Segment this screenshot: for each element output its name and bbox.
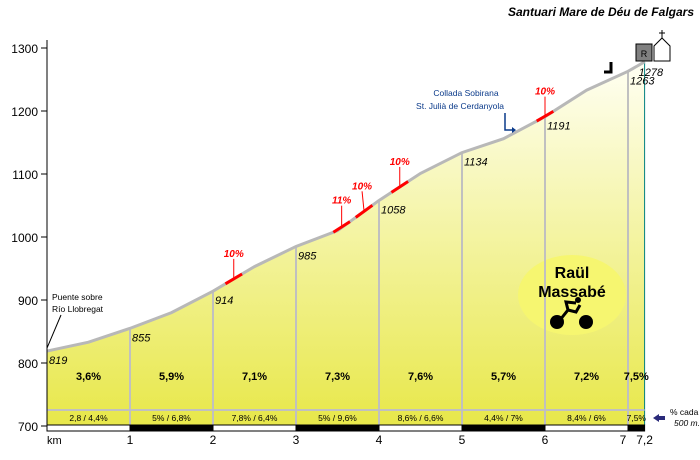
x-tick-label: 6 bbox=[542, 433, 549, 447]
km-gradient-label: 7,5% bbox=[624, 371, 649, 383]
elevation-label: 1134 bbox=[464, 157, 488, 169]
half-km-gradient-label: 8,6% / 6,6% bbox=[398, 413, 444, 423]
km-gradient-label: 7,1% bbox=[242, 371, 267, 383]
x-tick-label: 4 bbox=[376, 433, 383, 447]
km-scale-segment bbox=[129, 424, 214, 432]
km-gradient-label: 7,2% bbox=[574, 371, 599, 383]
km-scale-segment bbox=[295, 424, 380, 432]
half-km-gradient-label: 4,4% / 7% bbox=[484, 413, 523, 423]
km-gradient-label: 3,6% bbox=[76, 371, 101, 383]
chart-title: Santuari Mare de Déu de Falgars bbox=[508, 5, 694, 19]
elevation-label: 985 bbox=[298, 250, 317, 262]
km-gradient-label: 5,9% bbox=[159, 371, 184, 383]
pass-label-2: St. Julià de Cerdanyola bbox=[416, 101, 504, 111]
y-tick-label: 800 bbox=[18, 357, 38, 371]
x-tick-label: 5 bbox=[459, 433, 466, 447]
elevation-label: 1191 bbox=[547, 121, 571, 133]
half-km-gradient-label: 8,4% / 6% bbox=[567, 413, 606, 423]
y-tick-label: 1300 bbox=[11, 42, 38, 56]
author-name-line2: Massabé bbox=[538, 284, 606, 301]
cyclist-head-icon bbox=[575, 297, 581, 303]
pass-arrow-icon bbox=[504, 113, 512, 131]
refuge-icon bbox=[635, 43, 653, 62]
steep-section-label: 10% bbox=[535, 87, 555, 98]
start-pointer bbox=[46, 314, 62, 349]
elevation-label: 855 bbox=[132, 332, 151, 344]
km-scale-segment bbox=[378, 424, 463, 432]
km-gradient-label: 7,6% bbox=[408, 371, 433, 383]
x-axis-label: km bbox=[47, 435, 62, 447]
km-scale-segment bbox=[212, 424, 297, 432]
steep-section-label: 10% bbox=[352, 181, 372, 192]
start-label-2: Río Llobregat bbox=[52, 304, 104, 314]
steep-section-label: 10% bbox=[224, 249, 244, 260]
church-cross-icon bbox=[659, 30, 665, 38]
elevation-label: 914 bbox=[215, 295, 233, 307]
x-tick-label: 7,2 bbox=[636, 433, 653, 447]
km-scale-segment bbox=[461, 424, 546, 432]
refuge-icon-letter: R bbox=[641, 49, 648, 59]
y-tick-label: 1200 bbox=[11, 105, 38, 119]
elevation-label: 1058 bbox=[381, 204, 406, 216]
cyclist-icon bbox=[558, 300, 582, 321]
steep-section-pointer bbox=[361, 191, 365, 212]
y-tick-label: 1100 bbox=[12, 168, 38, 182]
start-label-1: Puente sobre bbox=[52, 292, 103, 302]
pass-label-1: Collada Sobirana bbox=[433, 88, 498, 98]
half-km-gradient-label: 2,8 / 4,4% bbox=[69, 413, 108, 423]
steep-section-label: 10% bbox=[390, 157, 410, 168]
half-km-gradient-label: 5% / 9,6% bbox=[318, 413, 357, 423]
km-scale-segment bbox=[627, 424, 646, 432]
church-icon bbox=[653, 37, 671, 62]
legend-arrow-icon bbox=[653, 414, 665, 422]
x-tick-label: 3 bbox=[293, 433, 300, 447]
half-km-gradient-label: 7,8% / 6,4% bbox=[232, 413, 278, 423]
x-tick-label: 7 bbox=[620, 433, 627, 447]
x-tick-label: 1 bbox=[127, 433, 134, 447]
bike-wheel-icon bbox=[579, 315, 593, 329]
legend-label-2: 500 m. bbox=[674, 418, 700, 428]
km-gradient-label: 7,3% bbox=[325, 371, 350, 383]
y-tick-label: 700 bbox=[18, 420, 38, 434]
steep-section-label: 11% bbox=[332, 196, 351, 207]
pass-arrow-head-icon bbox=[512, 127, 516, 133]
elevation-label: 819 bbox=[49, 355, 67, 367]
half-km-gradient-label: 7,5% bbox=[627, 413, 647, 423]
x-tick-label: 2 bbox=[210, 433, 217, 447]
km-gradient-label: 5,7% bbox=[491, 371, 516, 383]
hairpin-icon bbox=[604, 62, 613, 74]
author-name-line1: Raül bbox=[555, 265, 590, 282]
km-scale-segment bbox=[544, 424, 629, 432]
elevation-label: 1263 bbox=[630, 75, 655, 87]
y-tick-label: 900 bbox=[18, 294, 38, 308]
elevation-label: 1278 bbox=[639, 67, 664, 79]
y-tick-label: 1000 bbox=[11, 231, 38, 245]
km-scale-segment bbox=[46, 424, 131, 432]
profile-fill bbox=[47, 61, 645, 427]
legend-label-1: % cada bbox=[670, 407, 699, 417]
half-km-gradient-label: 5% / 6,8% bbox=[152, 413, 191, 423]
